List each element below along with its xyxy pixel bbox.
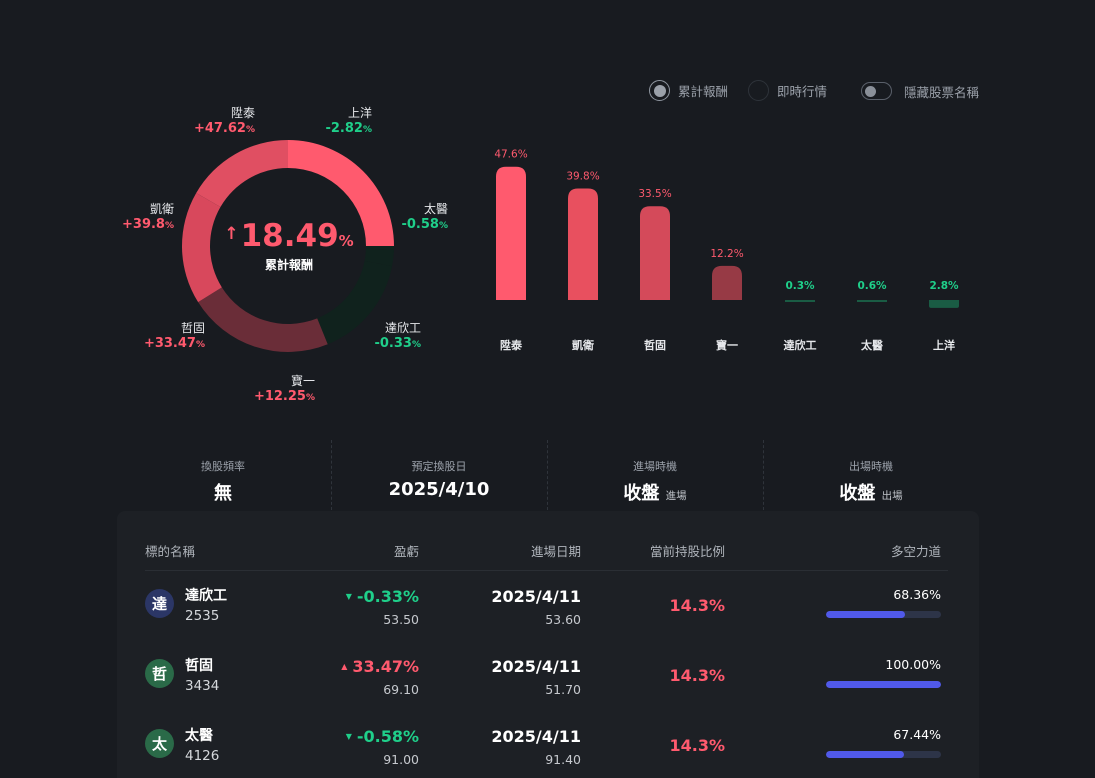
pnl-value: ▼ -0.58%: [345, 727, 419, 746]
radio-unselected-icon: [748, 80, 769, 101]
stock-code: 2535: [185, 608, 220, 624]
donut-label-5: 哲固 +33.47%: [143, 321, 205, 351]
force-bar: [826, 751, 941, 758]
donut-label-6: 凱衛 +39.8%: [122, 202, 174, 232]
bar-chart: 47.6% 陞泰 39.8% 凱衛 33.5% 哲固 12.2% 寶一 0.3% 達欣工 0.6% 太…: [494, 149, 959, 352]
radio-cumulative-label: 累計報酬: [678, 84, 729, 99]
donut-segment-太醫: [364, 248, 394, 267]
current-price: 91.00: [383, 752, 419, 767]
stock-avatar: 太: [145, 729, 174, 758]
arrow-up-icon: ↑: [224, 224, 239, 244]
force-bar-fill: [826, 751, 904, 758]
bar-category-label: 太醫: [860, 338, 883, 352]
donut-label-4: 寶一 +12.25%: [253, 374, 315, 404]
radio-selected-icon: [649, 80, 670, 101]
pnl-value: ▼ -0.33%: [345, 587, 419, 606]
holding-ratio: 14.3%: [669, 736, 725, 755]
hide-names-toggle[interactable]: [861, 82, 892, 100]
donut-segment-哲固: [182, 193, 222, 303]
bar-category-label: 哲固: [644, 338, 666, 352]
toggle-knob: [865, 85, 876, 97]
entry-price: 53.60: [545, 612, 581, 627]
radio-cumulative-return[interactable]: 累計報酬: [649, 80, 728, 101]
force-bar-fill: [826, 611, 905, 618]
bar-value-label: 47.6%: [494, 149, 527, 161]
triangle-up-icon: ▲: [341, 662, 348, 671]
current-price: 53.50: [383, 612, 419, 627]
table-row[interactable]: 太太醫 4126 ▼ -0.58% 91.00 2025/4/11 91.40 14.3% 67…: [0, 711, 1095, 778]
info-entry-timing: 進場時機 收盤 進場: [623, 460, 687, 504]
stock-code: 4126: [185, 748, 220, 764]
donut-segment-凱衛: [196, 140, 288, 207]
holdings-panel: [117, 511, 979, 778]
holding-ratio: 14.3%: [669, 596, 725, 615]
hide-names-label: 隱藏股票名稱: [904, 85, 980, 100]
donut-label-1: 上洋 -2.82%: [325, 106, 372, 136]
force-bar-fill: [826, 681, 941, 688]
table-row[interactable]: 哲哲固 3434 ▲ 33.47% 69.10 2025/4/11 51.70 14.3% 10…: [0, 641, 1095, 711]
bar-value-label: 0.3%: [785, 280, 815, 292]
entry-price: 51.70: [545, 682, 581, 697]
header-force: 多空力道: [890, 544, 941, 559]
force-percent: 67.44%: [893, 727, 941, 742]
stock-name: 達欣工: [185, 588, 227, 604]
bar-value-label: 12.2%: [710, 248, 743, 260]
table-row[interactable]: 達達欣工 2535 ▼ -0.33% 53.50 2025/4/11 53.60 14.3% 6…: [0, 571, 1095, 641]
bar-category-label: 上洋: [933, 338, 955, 352]
header-ratio: 當前持股比例: [649, 544, 725, 559]
force-bar: [826, 611, 941, 618]
donut-chart: [182, 140, 394, 352]
donut-label-2: 太醫 -0.58%: [401, 202, 448, 232]
donut-segment-達欣工: [317, 260, 393, 345]
donut-label-3: 達欣工 -0.33%: [374, 321, 421, 351]
donut-segment-上洋: [365, 246, 394, 250]
stock-name: 太醫: [185, 728, 213, 744]
info-next-date: 預定換股日 2025/4/10: [388, 460, 490, 500]
header-name: 標的名稱: [145, 544, 196, 559]
cumulative-return-label: 累計報酬: [264, 258, 313, 272]
force-percent: 100.00%: [885, 657, 941, 672]
radio-realtime-label: 即時行情: [777, 84, 828, 99]
entry-price: 91.40: [545, 752, 581, 767]
bar-category-label: 凱衛: [572, 338, 594, 352]
donut-segment-寶一: [198, 287, 328, 352]
pnl-value: ▲ 33.47%: [341, 657, 419, 676]
bar-達欣工: [785, 300, 815, 302]
bar-凱衛: [568, 188, 598, 300]
cumulative-return-value: ↑18.49%: [224, 218, 354, 254]
holding-ratio: 14.3%: [669, 666, 725, 685]
stock-code: 3434: [185, 678, 220, 694]
bar-上洋: [929, 300, 959, 308]
entry-date: 2025/4/11: [491, 587, 581, 606]
bar-category-label: 達欣工: [784, 338, 817, 352]
bar-value-label: 33.5%: [638, 188, 671, 200]
donut-label-0: 陞泰 +47.62%: [193, 106, 255, 136]
bar-category-label: 寶一: [716, 338, 738, 352]
stock-name: 哲固: [185, 658, 213, 674]
info-exit-timing: 出場時機 收盤 出場: [839, 460, 903, 504]
info-frequency: 換股頻率 無: [201, 460, 245, 504]
bar-value-label: 0.6%: [857, 280, 887, 292]
bar-value-label: 39.8%: [566, 171, 599, 183]
donut-segment-陞泰: [288, 140, 394, 246]
bar-value-label: 2.8%: [929, 280, 959, 292]
header-pnl: 盈虧: [393, 544, 419, 559]
stock-avatar: 達: [145, 589, 174, 618]
entry-date: 2025/4/11: [491, 727, 581, 746]
header-entry-date: 進場日期: [530, 544, 581, 559]
force-bar: [826, 681, 941, 688]
bar-太醫: [857, 300, 887, 302]
triangle-down-icon: ▼: [345, 592, 352, 601]
bar-寶一: [712, 265, 742, 300]
stock-avatar: 哲: [145, 659, 174, 688]
radio-realtime-quote[interactable]: 即時行情: [748, 80, 827, 101]
bar-category-label: 陞泰: [500, 338, 523, 352]
force-percent: 68.36%: [893, 587, 941, 602]
triangle-down-icon: ▼: [345, 732, 352, 741]
entry-date: 2025/4/11: [491, 657, 581, 676]
bar-哲固: [640, 206, 670, 300]
bar-陞泰: [496, 166, 526, 300]
current-price: 69.10: [383, 682, 419, 697]
